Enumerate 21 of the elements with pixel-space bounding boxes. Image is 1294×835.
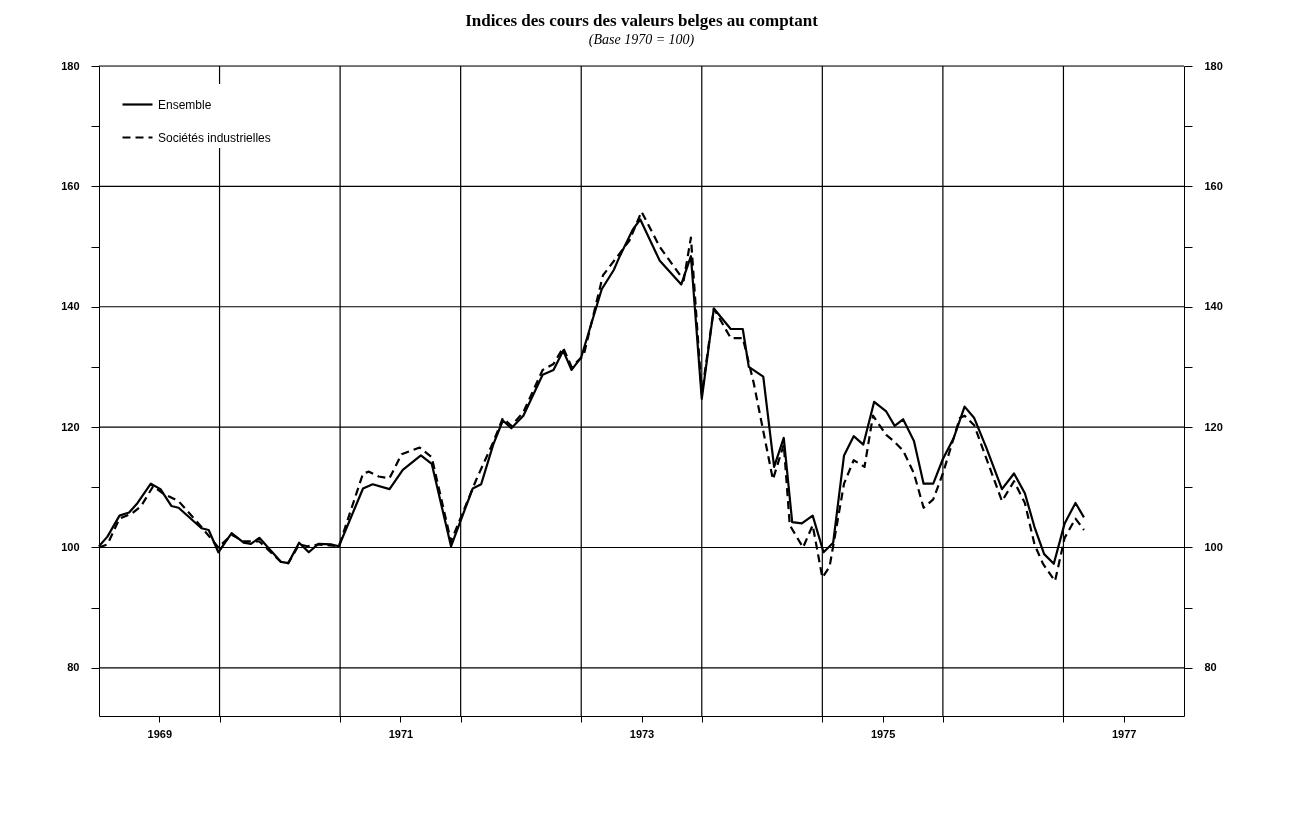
y2-tick-label: 80 — [1204, 661, 1217, 674]
y2-tick-label: 120 — [1204, 420, 1223, 433]
y-tick-label: 140 — [61, 300, 80, 313]
x-tick-label: 1975 — [870, 727, 896, 740]
y-tick-label: 120 — [61, 420, 80, 433]
chart-subtitle: (Base 1970 = 100) — [588, 32, 695, 48]
y-tick-label: 180 — [61, 59, 80, 72]
y-tick-label: 100 — [61, 540, 80, 553]
y2-tick-label: 160 — [1204, 179, 1223, 192]
x-tick-label: 1971 — [388, 727, 414, 740]
y-tick-label: 80 — [67, 661, 80, 674]
chart-title: Indices des cours des valeurs belges au comptant — [465, 11, 819, 30]
y2-tick-label: 140 — [1204, 300, 1223, 313]
y2-tick-label: 100 — [1204, 540, 1223, 553]
x-tick-label: 1977 — [1111, 727, 1137, 740]
x-tick-label: 1969 — [147, 727, 173, 740]
legend-label: Ensemble — [158, 97, 212, 112]
y-tick-label: 160 — [61, 179, 80, 192]
legend-label: Sociétés industrielles — [158, 130, 271, 145]
y2-tick-label: 180 — [1204, 59, 1223, 72]
x-tick-label: 1973 — [629, 727, 655, 740]
